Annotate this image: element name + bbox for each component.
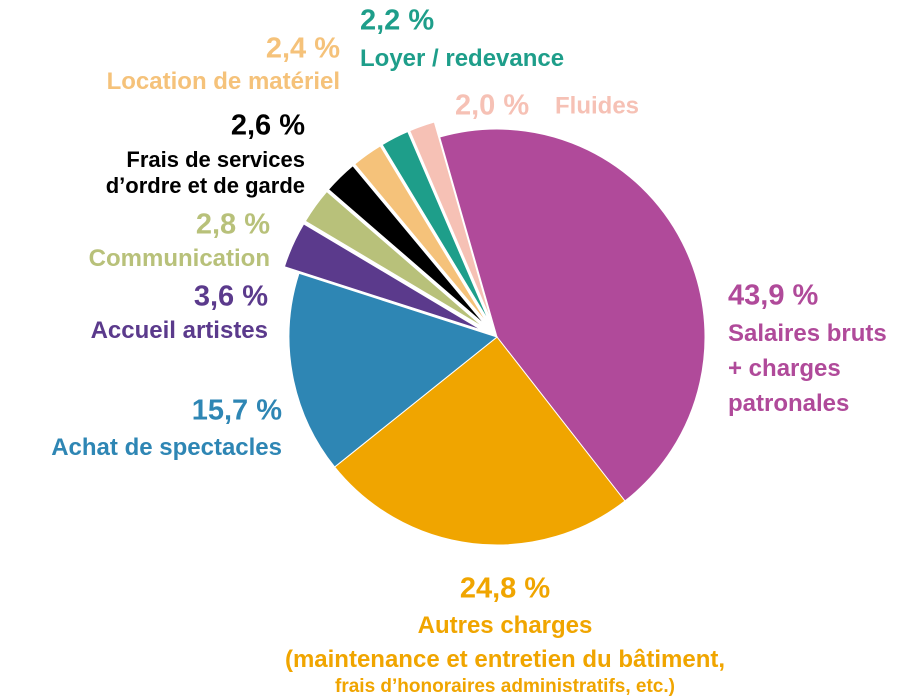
pie-slice (439, 128, 706, 502)
label-line: + charges (728, 355, 841, 382)
label-line: d’ordre et de garde (106, 173, 305, 198)
pie-slice (353, 145, 489, 325)
label-line: (maintenance et entretien du bâtiment, (285, 646, 725, 673)
category-label: Loyer / redevance (360, 45, 564, 72)
label-line: Autres charges (418, 612, 593, 639)
category-label: Accueil artistes (91, 317, 268, 344)
value-label: 2,4 % (266, 33, 340, 65)
value-label: 2,2 % (360, 5, 434, 37)
label-line: Accueil artistes (91, 317, 268, 344)
category-label: Location de matériel (107, 68, 340, 95)
label-line: Frais de services (126, 147, 305, 172)
category-label: Communication (89, 245, 270, 272)
pie-slice (283, 223, 483, 331)
label-line: frais d’honoraires administratifs, etc.) (335, 676, 675, 696)
label-line: Location de matériel (107, 68, 340, 95)
pie-slice (288, 272, 499, 468)
pie-slice (409, 121, 493, 323)
label-line: Communication (89, 245, 270, 272)
pie-slice (304, 190, 485, 329)
label-line: patronales (728, 390, 849, 417)
category-label: Salaires bruts + charges patronales (728, 320, 887, 417)
pie-slice (381, 130, 491, 324)
value-label: 2,8 % (196, 209, 270, 241)
value-label: 2,0 % (455, 90, 529, 122)
label-line: Loyer / redevance (360, 45, 564, 72)
value-label: 3,6 % (194, 281, 268, 313)
category-label: Frais de services d’ordre et de garde (106, 147, 305, 198)
value-label: 43,9 % (728, 280, 818, 312)
pie-slice (327, 164, 487, 326)
label-line: Achat de spectacles (51, 434, 282, 461)
value-label: 2,6 % (231, 110, 305, 142)
category-label: Achat de spectacles (51, 434, 282, 461)
pie-slice (333, 336, 626, 546)
value-label: 24,8 % (460, 573, 550, 605)
label-line: Salaires bruts (728, 320, 887, 347)
category-label: Autres charges (maintenance et entretien … (285, 612, 725, 696)
category-label: Fluides (555, 92, 639, 119)
value-label: 15,7 % (192, 395, 282, 427)
